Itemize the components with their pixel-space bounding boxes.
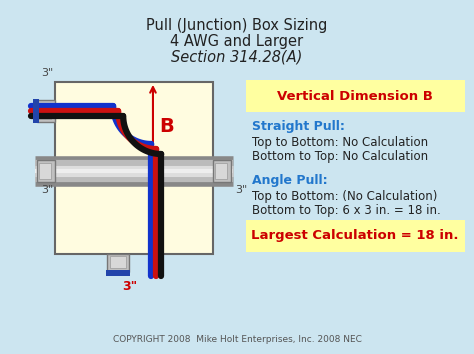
Text: Top to Bottom: (No Calculation): Top to Bottom: (No Calculation) [252,190,438,203]
Bar [37,100,55,122]
Bar [55,82,213,254]
Text: Bottom to Top: No Calculation: Bottom to Top: No Calculation [252,150,428,163]
Text: COPYRIGHT 2008  Mike Holt Enterprises, Inc. 2008 NEC: COPYRIGHT 2008 Mike Holt Enterprises, In… [112,335,362,344]
Bar [37,160,55,182]
Text: 4 AWG and Larger: 4 AWG and Larger [171,34,303,49]
Text: Top to Bottom: No Calculation: Top to Bottom: No Calculation [252,136,428,149]
Bar [213,160,231,182]
Text: Bottom to Top: 6 x 3 in. = 18 in.: Bottom to Top: 6 x 3 in. = 18 in. [252,204,441,217]
Text: Vertical Dimension B: Vertical Dimension B [277,90,433,103]
Text: 3": 3" [41,68,53,78]
Text: Section 314.28(A): Section 314.28(A) [171,50,303,65]
Text: Largest Calculation = 18 in.: Largest Calculation = 18 in. [251,229,459,242]
Text: Pull (Junction) Box Sizing: Pull (Junction) Box Sizing [146,18,328,33]
Bar [106,270,130,276]
Text: 3": 3" [41,185,53,195]
Text: B: B [159,117,173,136]
Text: Angle Pull:: Angle Pull: [252,174,328,187]
Bar [33,99,39,123]
Bar [107,254,129,272]
Text: Straight Pull:: Straight Pull: [252,120,345,133]
Bar [110,256,126,268]
FancyBboxPatch shape [246,80,465,112]
Bar [39,103,51,119]
Bar [39,164,51,179]
FancyBboxPatch shape [246,220,465,252]
Text: 3": 3" [235,185,247,195]
Bar [215,164,227,179]
Text: 3": 3" [122,280,137,293]
